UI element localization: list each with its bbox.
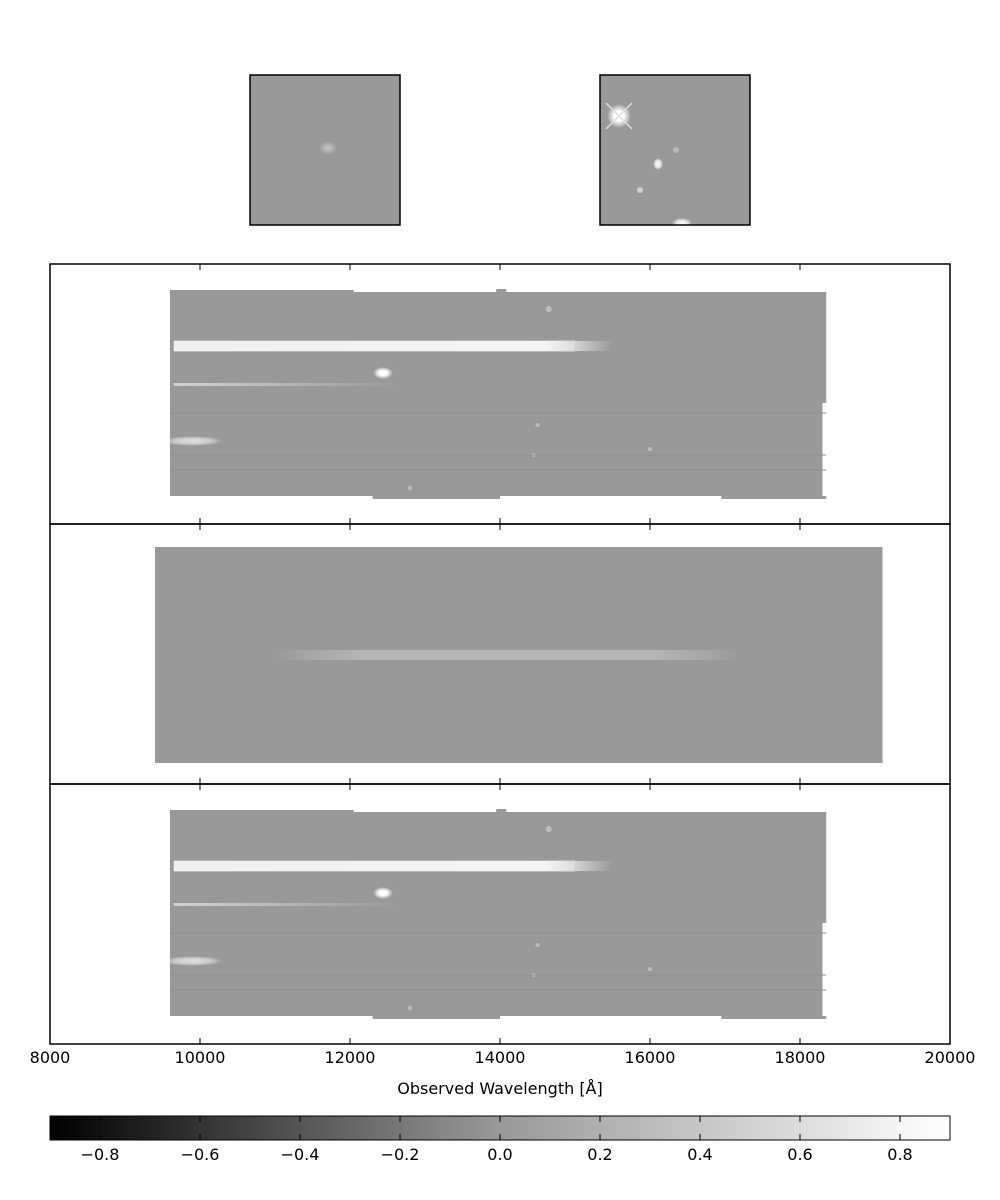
spectrum-image	[170, 810, 827, 1016]
residual-spectrum-panel	[49, 783, 951, 1045]
spectral-trace	[173, 861, 613, 871]
colorbar-ticks: −0.8 −0.6 −0.4 −0.2 0.0 0.2 0.4 0.6 0.8	[81, 1116, 913, 1164]
x-tick-label: 10000	[175, 1048, 226, 1067]
x-tick-label: 12000	[325, 1048, 376, 1067]
thumbnail-2	[599, 74, 751, 228]
spectrum-image	[170, 290, 827, 496]
x-tick-labels: 8000 10000 12000 14000 16000 18000 20000	[30, 1048, 976, 1067]
colorbar-tick-label: 0.8	[887, 1145, 912, 1164]
colorbar-tick-label: −0.2	[381, 1145, 420, 1164]
colorbar-tick-label: −0.6	[181, 1145, 220, 1164]
colorbar-tick-label: −0.4	[281, 1145, 320, 1164]
thumbnail-1	[249, 74, 401, 226]
model-trace	[275, 650, 740, 660]
x-tick-label: 16000	[625, 1048, 676, 1067]
colorbar-tick-label: 0.4	[687, 1145, 712, 1164]
colorbar: −0.8 −0.6 −0.4 −0.2 0.0 0.2 0.4 0.6 0.8	[49, 1115, 951, 1164]
x-axis-label: Observed Wavelength [Å]	[397, 1079, 603, 1098]
x-tick-label: 8000	[30, 1048, 71, 1067]
x-tick-label: 18000	[775, 1048, 826, 1067]
spectral-trace	[173, 341, 613, 351]
colorbar-tick-label: 0.6	[787, 1145, 812, 1164]
model-spectrum-panel	[49, 523, 951, 785]
colorbar-tick-label: 0.0	[487, 1145, 512, 1164]
x-tick-label: 20000	[925, 1048, 976, 1067]
colorbar-tick-label: −0.8	[81, 1145, 120, 1164]
colorbar-tick-label: 0.2	[587, 1145, 612, 1164]
x-tick-label: 14000	[475, 1048, 526, 1067]
observed-spectrum-panel	[49, 263, 951, 525]
